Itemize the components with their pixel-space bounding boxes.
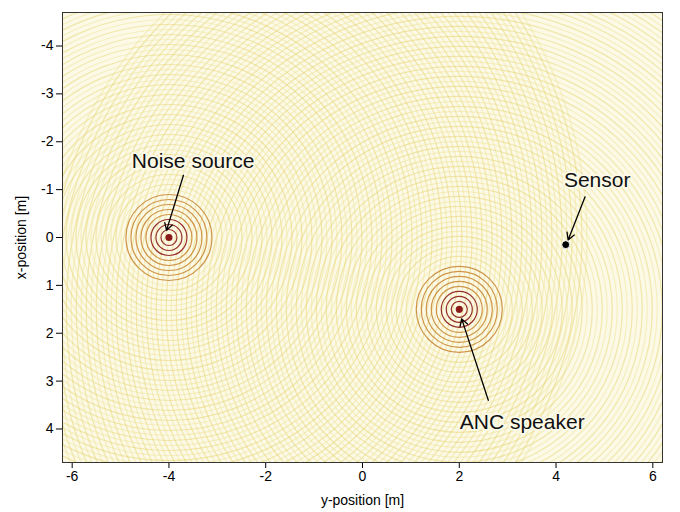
svg-text:-2: -2 bbox=[259, 468, 272, 484]
svg-text:4: 4 bbox=[46, 420, 54, 436]
svg-text:3: 3 bbox=[46, 373, 54, 389]
svg-text:1: 1 bbox=[46, 277, 54, 293]
svg-text:x-position [m]: x-position [m] bbox=[13, 196, 29, 279]
svg-text:-2: -2 bbox=[41, 133, 54, 149]
svg-text:2: 2 bbox=[46, 325, 54, 341]
svg-text:2: 2 bbox=[455, 468, 463, 484]
svg-text:0: 0 bbox=[46, 229, 54, 245]
svg-text:ANC speaker: ANC speaker bbox=[460, 410, 585, 433]
svg-text:0: 0 bbox=[359, 468, 367, 484]
svg-text:-4: -4 bbox=[41, 37, 54, 53]
svg-text:-4: -4 bbox=[163, 468, 176, 484]
svg-text:-6: -6 bbox=[66, 468, 79, 484]
svg-text:6: 6 bbox=[649, 468, 657, 484]
svg-text:-1: -1 bbox=[41, 181, 54, 197]
svg-text:Sensor: Sensor bbox=[564, 168, 631, 191]
svg-text:Noise source: Noise source bbox=[132, 149, 255, 172]
svg-text:y-position [m]: y-position [m] bbox=[321, 492, 404, 508]
svg-text:4: 4 bbox=[552, 468, 560, 484]
svg-text:-3: -3 bbox=[41, 85, 54, 101]
